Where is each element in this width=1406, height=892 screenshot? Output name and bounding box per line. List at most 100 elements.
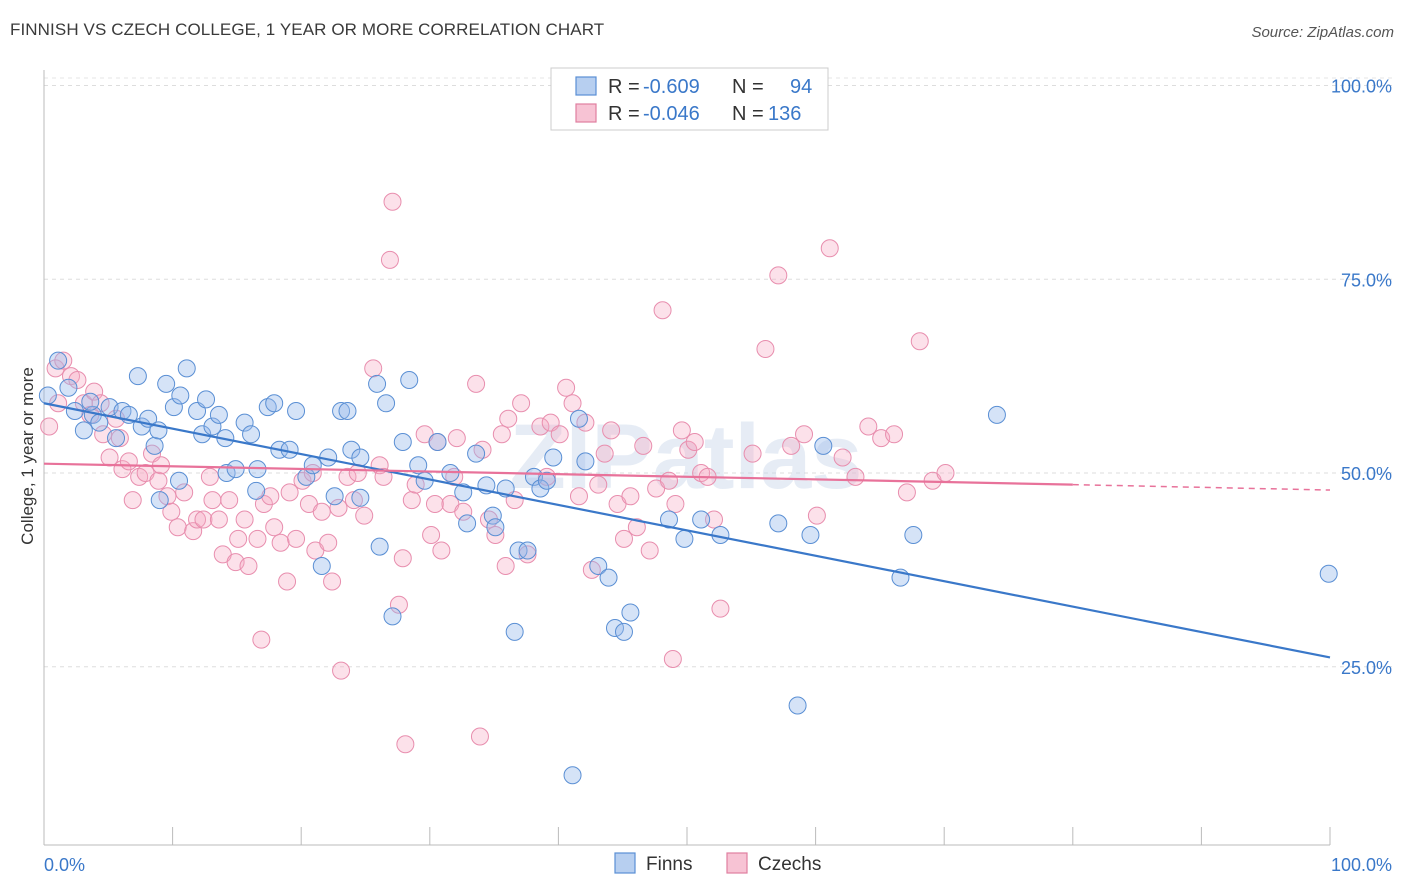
finns-point	[171, 386, 190, 405]
czechs-point	[496, 557, 515, 575]
czechs-point	[897, 483, 916, 502]
finns-point	[247, 481, 266, 500]
czechs-point	[332, 661, 351, 680]
czechs-point	[280, 483, 299, 502]
czechs-point	[820, 239, 839, 258]
finns-point	[486, 518, 505, 537]
czechs-point	[550, 425, 569, 444]
finns-point	[383, 607, 402, 626]
finns-point	[128, 367, 147, 386]
x-tick-label: 100.0%	[1331, 855, 1392, 875]
czechs-point	[54, 351, 73, 370]
czechs-point	[833, 448, 852, 467]
czechs-point	[659, 471, 678, 490]
finns-point	[428, 433, 447, 451]
finns-point	[576, 452, 595, 471]
finns-point	[287, 402, 306, 420]
chart-title: FINNISH VS CZECH COLLEGE, 1 YEAR OR MORE…	[10, 20, 605, 39]
czechs-point	[589, 475, 608, 494]
czechs-point	[319, 533, 338, 552]
finns-point	[242, 425, 261, 444]
finns-point	[74, 421, 93, 440]
czechs-point	[563, 394, 582, 413]
czechs-point	[492, 425, 511, 444]
finns-trend-line	[43, 402, 1331, 659]
finns-n-label: N =	[732, 76, 764, 98]
finns-point	[170, 471, 189, 490]
czechs-point	[885, 425, 904, 444]
finns-point	[368, 374, 387, 393]
czechs-point	[621, 487, 640, 506]
czechs-point	[323, 572, 342, 591]
czechs-point	[68, 371, 87, 389]
czechs-point	[486, 526, 505, 544]
finns-point	[38, 386, 57, 405]
czechs-point	[432, 541, 451, 560]
finns-legend-label: Finns	[646, 854, 692, 875]
finns-point	[164, 398, 183, 417]
czechs-point	[614, 529, 633, 548]
czechs-point	[499, 409, 518, 428]
czechs-point	[110, 429, 129, 448]
finns-point	[81, 392, 100, 411]
y-axis-label: College, 1 year or more	[18, 367, 37, 545]
finns-point	[987, 405, 1006, 424]
finns-point	[621, 603, 640, 622]
czechs-point	[846, 467, 865, 486]
chart-source: Source: ZipAtlas.com	[1251, 24, 1394, 41]
czechs-point	[265, 518, 284, 537]
finns-point	[370, 537, 389, 556]
czechs-point	[364, 359, 383, 378]
finns-point	[90, 413, 109, 432]
finns-point	[675, 529, 694, 548]
czechs-point	[634, 436, 653, 455]
czechs-point	[374, 467, 393, 486]
czechs-n-label: N =	[732, 103, 764, 125]
czechs-point	[383, 192, 402, 211]
czechs-point	[595, 444, 614, 463]
finns-point	[409, 456, 428, 475]
czechs-point	[685, 433, 704, 451]
finns-point	[203, 417, 222, 436]
finns-point	[209, 405, 228, 424]
finns-point	[692, 510, 711, 529]
finns-point	[904, 526, 923, 544]
trend-lines	[43, 402, 1331, 659]
finns-point	[197, 390, 216, 409]
czechs-point	[220, 491, 239, 510]
czechs-point	[40, 417, 59, 436]
czechs-point	[756, 340, 775, 358]
czechs-point	[396, 735, 415, 754]
czechs-point	[184, 522, 203, 541]
finns-point	[325, 487, 344, 506]
czechs-trend-extension	[1072, 483, 1331, 491]
finns-point	[589, 557, 608, 575]
finns-point	[150, 491, 169, 510]
x-tick-label: 0.0%	[44, 855, 85, 875]
czechs-legend-swatch	[575, 103, 597, 123]
czechs-bottom-swatch	[726, 852, 748, 874]
czechs-point	[447, 429, 466, 448]
finns-point	[483, 506, 502, 525]
finns-point	[303, 456, 322, 475]
czechs-r-value: -0.046	[643, 103, 700, 125]
czechs-point	[229, 529, 248, 548]
czechs-point	[271, 533, 290, 552]
finns-point	[769, 514, 788, 533]
czechs-point	[329, 498, 348, 517]
finns-bottom-swatch	[614, 852, 636, 874]
czechs-point	[470, 727, 489, 746]
czechs-point	[203, 491, 222, 510]
finns-point	[342, 440, 361, 459]
y-tick-label: 75.0%	[1341, 270, 1392, 290]
finns-point	[393, 433, 412, 451]
czechs-point	[795, 425, 814, 444]
finns-point	[659, 510, 678, 529]
finns-point	[467, 444, 486, 463]
czechs-point	[705, 510, 724, 529]
finns-point	[788, 696, 807, 715]
finns-point	[454, 483, 473, 502]
czechs-point	[711, 599, 730, 618]
czechs-point	[209, 510, 228, 529]
